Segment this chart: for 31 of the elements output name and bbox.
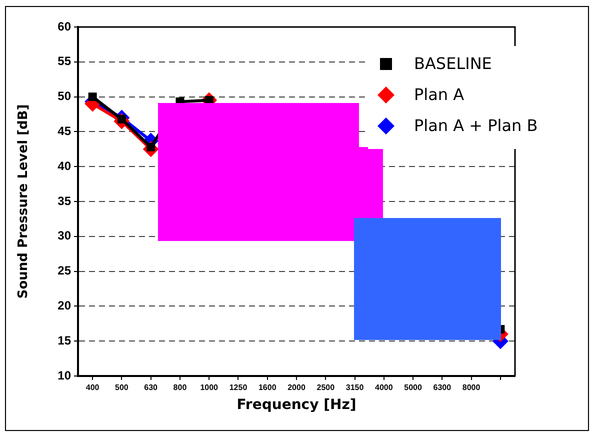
x-tick-label: 3150 [346, 383, 364, 392]
x-tick-label: 4000 [375, 383, 394, 392]
legend-label: Plan A + Plan B [414, 116, 538, 135]
x-tick-label: 500 [115, 383, 129, 392]
x-tick-label: 1600 [258, 383, 277, 392]
point [88, 92, 97, 102]
y-tick-label: 35 [58, 194, 72, 208]
x-tick-label: 1000 [200, 383, 219, 392]
x-tick-label: 2000 [288, 383, 306, 392]
y-tick-label: 25 [58, 264, 72, 278]
legend-label: BASELINE [414, 54, 492, 73]
x-tick-label: 800 [173, 383, 188, 392]
y-tick-label: 55 [58, 54, 72, 68]
x-tick-label: 400 [86, 383, 100, 392]
y-axis-title: Sound Pressure Level [dB] [16, 104, 32, 299]
y-tick-label: 60 [58, 19, 72, 34]
y-tick-label: 10 [58, 368, 72, 382]
x-tick-label: 2500 [316, 383, 336, 392]
x-tick-label: 8000 [462, 383, 481, 392]
y-tick-label: 50 [58, 89, 72, 104]
y-tick-label: 40 [58, 158, 72, 173]
x-tick-label: 6300 [433, 383, 452, 392]
x-tick-label: 1250 [229, 383, 248, 392]
y-tick-label: 20 [58, 298, 72, 313]
x-tick-label: 5000 [404, 383, 422, 392]
legend-label: Plan A [414, 85, 464, 104]
y-tick-label: 15 [58, 333, 72, 348]
y-tick-label: 45 [58, 124, 72, 138]
y-tick-label: 30 [58, 228, 72, 243]
x-tick-label: 630 [144, 383, 158, 392]
x-axis-title: Frequency [Hz] [236, 397, 356, 414]
